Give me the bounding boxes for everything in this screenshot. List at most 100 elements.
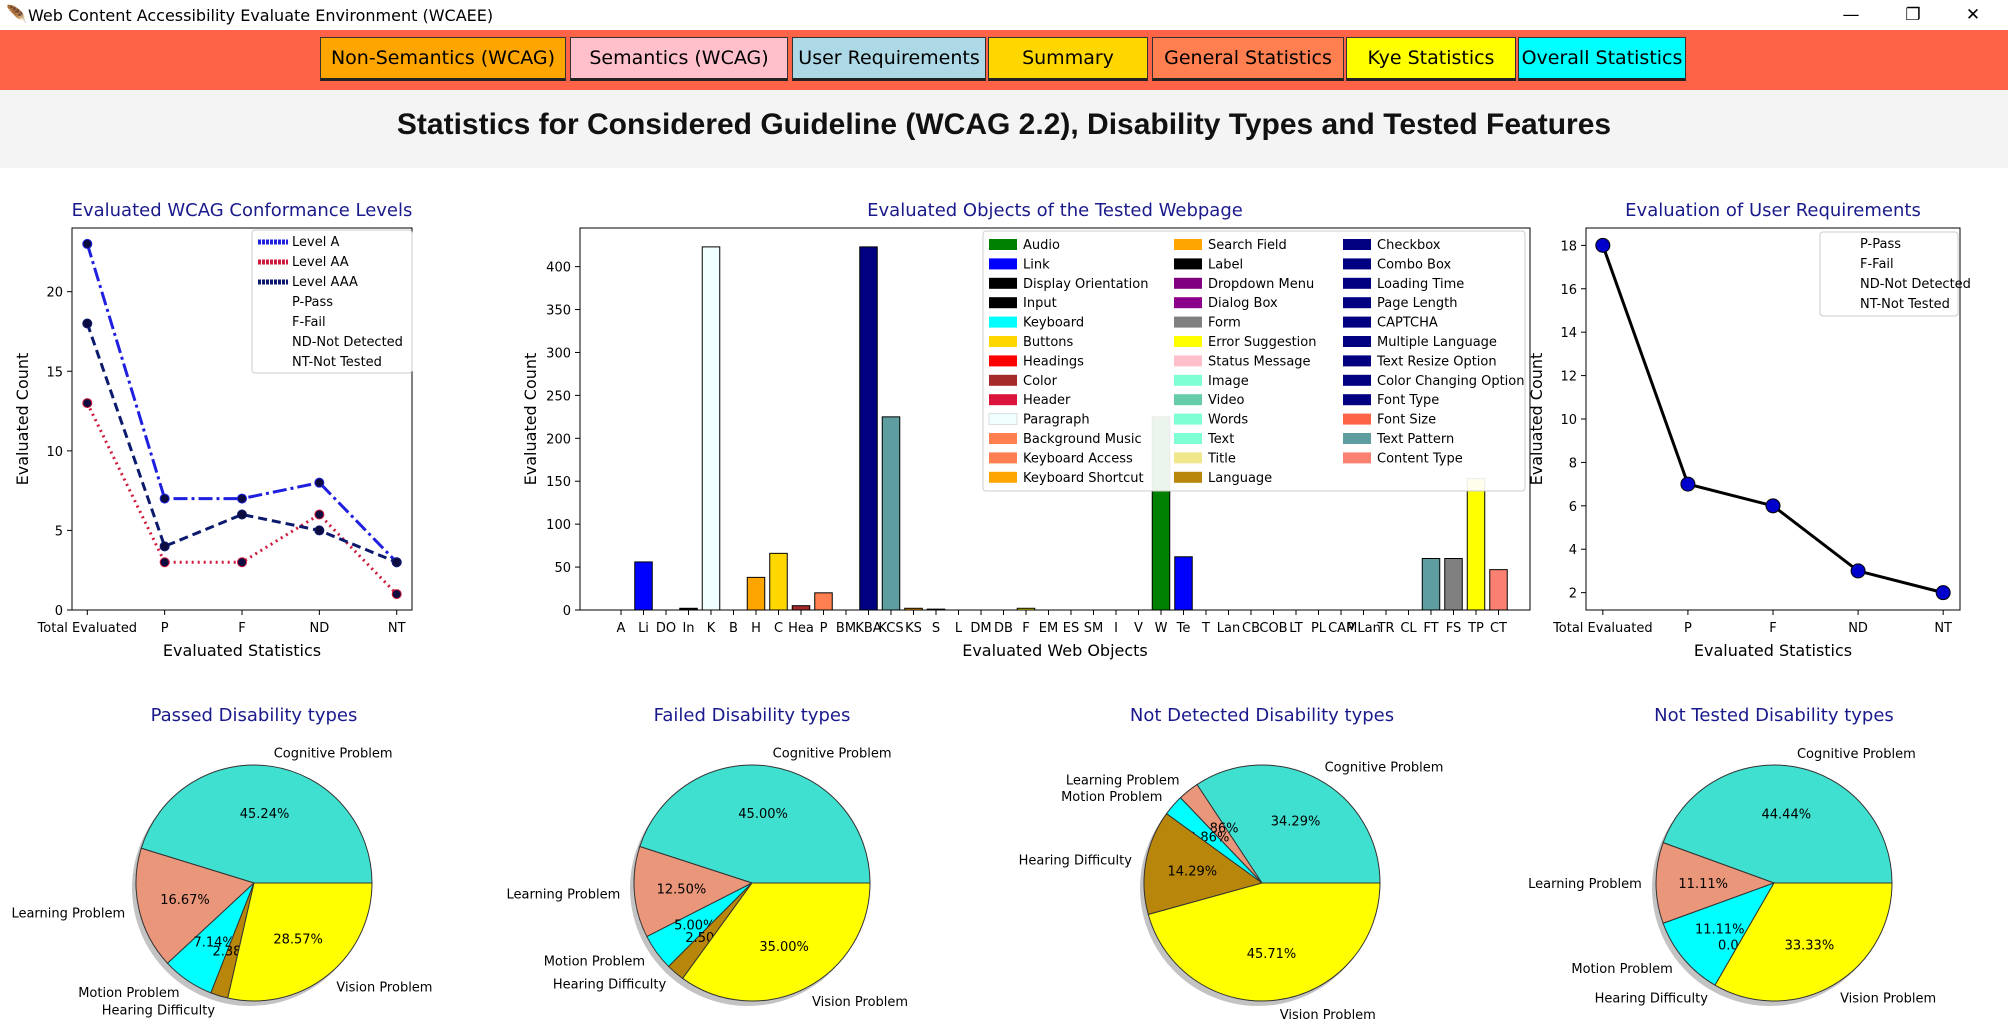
objects-xtick-label: KBA bbox=[855, 621, 881, 636]
pie-nd-slice bbox=[1143, 812, 1264, 916]
objects-legend-swatch bbox=[1174, 374, 1202, 386]
pie-nt-slice bbox=[1655, 842, 1776, 924]
tab-general-statistics[interactable]: General Statistics bbox=[1152, 37, 1344, 81]
pie-nd-pct-label: 14.29% bbox=[1168, 864, 1218, 879]
objects-legend-swatch bbox=[1174, 355, 1202, 367]
objects-xtick-label: Hea bbox=[788, 621, 814, 636]
objects-legend-label: Link bbox=[1023, 257, 1050, 272]
objects-xtick-label: KCS bbox=[878, 621, 903, 636]
userreq-legend-label: F-Fail bbox=[1860, 257, 1894, 272]
objects-legend-label: Audio bbox=[1023, 238, 1060, 253]
objects-bar bbox=[1489, 569, 1508, 611]
objects-legend-swatch bbox=[989, 239, 1017, 250]
pie-nd-title: Not Detected Disability types bbox=[1130, 705, 1394, 726]
objects-xtick-label: FT bbox=[1423, 621, 1438, 636]
pie-fail-slice-label: Learning Problem bbox=[507, 887, 621, 902]
objects-ytick-label: 100 bbox=[546, 518, 571, 533]
objects-legend-swatch bbox=[1343, 239, 1371, 250]
wcag-xlabel: Evaluated Statistics bbox=[163, 641, 321, 660]
objects-legend-swatch bbox=[989, 471, 1017, 483]
userreq-ytick-label: 16 bbox=[1560, 283, 1577, 298]
objects-legend-swatch bbox=[1343, 258, 1371, 270]
statistics-charts: Evaluated WCAG Conformance Levels 0 5 10 15 2… bbox=[11, 200, 1970, 1023]
objects-legend-swatch bbox=[988, 413, 1018, 426]
pie-nd-slice-label: Learning Problem bbox=[1066, 774, 1180, 789]
pie-nd-slice-label: Vision Problem bbox=[1280, 1008, 1376, 1023]
pie-pass-slice-label: Vision Problem bbox=[336, 980, 432, 995]
objects-legend-label: Image bbox=[1208, 374, 1249, 389]
tab-kye-statistics[interactable]: Kye Statistics bbox=[1346, 37, 1516, 81]
objects-legend-swatch bbox=[1174, 413, 1202, 425]
tab-non-semantics[interactable]: Non-Semantics (WCAG) bbox=[320, 37, 566, 81]
objects-legend-swatch bbox=[1174, 258, 1202, 270]
objects-xtick-label: TP bbox=[1467, 621, 1484, 636]
objects-legend-label: Page Length bbox=[1377, 296, 1457, 311]
objects-bar bbox=[791, 605, 811, 611]
objects-legend-swatch bbox=[989, 394, 1017, 406]
objects-xtick-label: CAP bbox=[1328, 621, 1354, 636]
objects-xtick-label: FS bbox=[1446, 621, 1462, 636]
pie-fail-pct-label: 45.00% bbox=[738, 807, 788, 822]
objects-legend-label: Multiple Language bbox=[1377, 335, 1497, 350]
objects-legend-label: Keyboard Access bbox=[1023, 451, 1133, 466]
wcag-legend-label: Level AAA bbox=[292, 275, 358, 290]
objects-legend-swatch bbox=[1343, 413, 1371, 425]
userreq-point bbox=[1765, 498, 1781, 514]
wcag-point bbox=[82, 238, 93, 249]
wcag-legend-label: F-Fail bbox=[292, 315, 326, 330]
pie-nt-slice bbox=[1662, 882, 1776, 986]
objects-legend-label: Buttons bbox=[1023, 335, 1074, 350]
wcag-point bbox=[82, 318, 93, 329]
objects-xlabel: Evaluated Web Objects bbox=[962, 641, 1148, 660]
userreq-ytick-label: 18 bbox=[1560, 239, 1577, 254]
pie-pass-pct-label: 28.57% bbox=[273, 932, 323, 947]
userreq-legend-box bbox=[1819, 231, 1959, 317]
objects-xtick-label: B bbox=[729, 621, 738, 636]
objects-legend-swatch bbox=[1343, 316, 1371, 328]
maximize-button[interactable]: ❐ bbox=[1905, 5, 1921, 25]
objects-legend-swatch bbox=[1174, 336, 1202, 347]
objects-bar bbox=[1466, 478, 1486, 611]
wcag-point bbox=[159, 557, 170, 568]
objects-xtick-label: T bbox=[1201, 621, 1210, 636]
objects-legend-label: CAPTCHA bbox=[1377, 316, 1438, 331]
userreq-legend-label: NT-Not Tested bbox=[1860, 297, 1950, 312]
wcag-legend-label: ND-Not Detected bbox=[292, 335, 403, 350]
tab-overall-statistics[interactable]: Overall Statistics bbox=[1518, 37, 1686, 81]
wcag-point bbox=[314, 509, 325, 520]
tab-summary[interactable]: Summary bbox=[988, 37, 1148, 81]
tab-semantics[interactable]: Semantics (WCAG) bbox=[570, 37, 788, 81]
objects-legend-label: Dialog Box bbox=[1208, 296, 1278, 311]
pie-nt-pct-label: 11.11% bbox=[1678, 877, 1728, 892]
objects-xtick-label: L bbox=[955, 621, 963, 636]
objects-xtick-label: S bbox=[932, 621, 940, 636]
pie-pass-pct-label: 7.14% bbox=[193, 936, 234, 951]
wcag-point bbox=[391, 589, 402, 600]
minimize-button[interactable]: — bbox=[1842, 5, 1860, 25]
objects-xtick-label: LT bbox=[1289, 621, 1302, 636]
pie-nt-pct-label: 33.33% bbox=[1785, 938, 1835, 953]
pie-fail-title: Failed Disability types bbox=[654, 705, 851, 726]
objects-bar bbox=[814, 592, 833, 611]
wcag-xtick-label: P bbox=[161, 621, 169, 636]
objects-xtick-label: ES bbox=[1063, 621, 1079, 636]
page-banner: Statistics for Considered Guideline (WCA… bbox=[0, 90, 2008, 168]
objects-xtick-label: CL bbox=[1400, 621, 1417, 636]
objects-ytick-label: 250 bbox=[546, 389, 571, 404]
pie-fail-slice-label: Cognitive Problem bbox=[773, 746, 892, 761]
pie-fail-slice-label: Motion Problem bbox=[544, 955, 645, 970]
pie-pass-slice-label: Learning Problem bbox=[11, 906, 125, 921]
objects-ytick-label: 150 bbox=[546, 475, 571, 490]
objects-legend-swatch bbox=[1174, 452, 1202, 464]
objects-legend-label: Headings bbox=[1023, 354, 1084, 369]
objects-legend-label: Paragraph bbox=[1023, 413, 1090, 428]
userreq-ytick-label: 10 bbox=[1560, 413, 1577, 428]
objects-legend-swatch bbox=[989, 336, 1017, 347]
objects-bar bbox=[859, 246, 878, 611]
objects-legend-label: Header bbox=[1023, 393, 1071, 408]
wcag-point bbox=[82, 398, 93, 409]
close-button[interactable]: ✕ bbox=[1965, 5, 1981, 25]
objects-legend-box bbox=[982, 230, 1526, 492]
objects-bar bbox=[1444, 557, 1463, 611]
tab-user-requirements[interactable]: User Requirements bbox=[792, 37, 986, 81]
